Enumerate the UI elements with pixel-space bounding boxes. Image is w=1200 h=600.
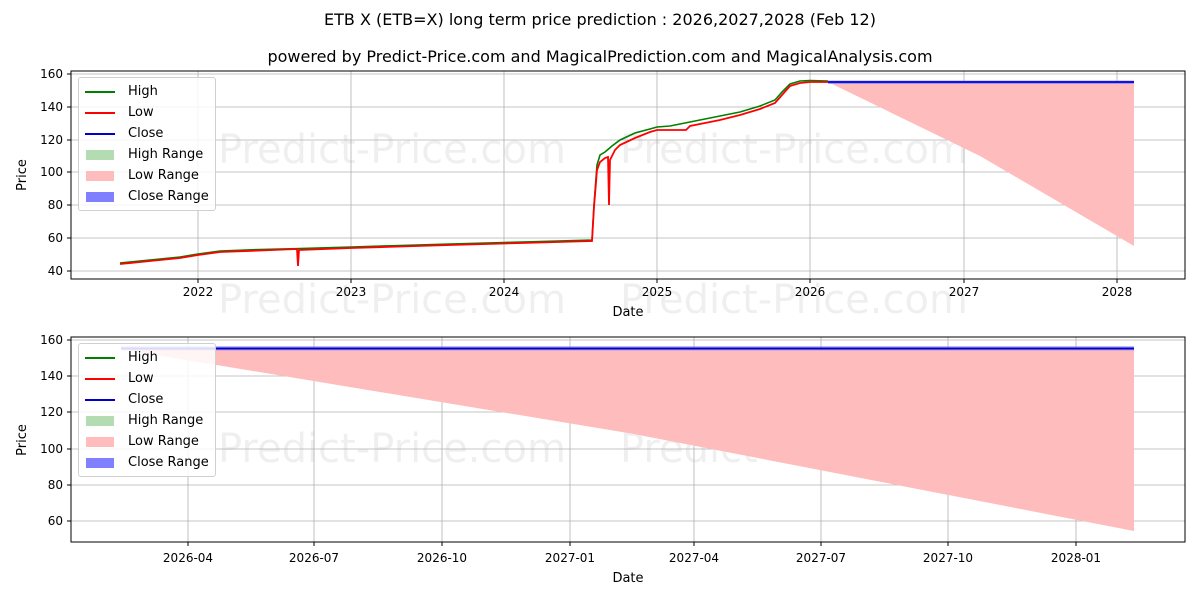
chart-title: ETB X (ETB=X) long term price prediction… <box>324 10 876 29</box>
low-line-swatch-icon <box>85 111 115 114</box>
low-range-area <box>828 82 1134 246</box>
watermark: Predict-Price.com <box>620 277 968 323</box>
legend-item-close: Close <box>85 389 209 410</box>
legend-label: Low <box>128 105 154 120</box>
high-line-swatch-icon <box>85 90 115 93</box>
legend-label: High Range <box>128 413 204 428</box>
legend-item-high-range: High Range <box>85 144 209 165</box>
legend-label: High <box>128 350 158 365</box>
close-range-swatch-icon <box>86 457 114 468</box>
x-tick-label: 2028-01 <box>1051 551 1101 565</box>
y-tick-label: 100 <box>40 442 63 456</box>
y-tick-label: 60 <box>48 514 63 528</box>
low-range-swatch-icon <box>86 170 114 181</box>
y-tick-label: 100 <box>40 165 63 179</box>
legend-item-high: High <box>85 347 209 368</box>
legend-item-close-range: Close Range <box>85 452 209 473</box>
y-axis-label: Price <box>15 159 30 191</box>
bottom-chart: Predict-Price.com Predict-Price.com <box>15 333 1186 586</box>
y-tick-label: 120 <box>40 133 63 147</box>
high-range-swatch-icon <box>86 415 114 426</box>
legend-item-low: Low <box>85 102 209 123</box>
y-tick-label: 40 <box>48 264 63 278</box>
close-range-swatch-icon <box>86 191 114 202</box>
low-range-swatch-icon <box>86 436 114 447</box>
legend-label: Close Range <box>128 455 209 470</box>
top-legend: High Low Close High Range Low Range Clos… <box>78 77 216 211</box>
watermark: Predict-Price.com <box>218 127 566 173</box>
x-tick-label: 2028 <box>1102 285 1133 299</box>
x-tick-label: 2027-07 <box>796 551 846 565</box>
bottom-legend: High Low Close High Range Low Range Clos… <box>78 343 216 477</box>
y-tick-label: 160 <box>40 67 63 81</box>
x-tick-label: 2026-10 <box>417 551 467 565</box>
y-axis-label: Price <box>15 424 30 456</box>
x-tick-label: 2026-07 <box>289 551 339 565</box>
low-range-area <box>120 349 1134 531</box>
x-tick-label: 2025 <box>642 285 673 299</box>
x-axis-label: Date <box>612 571 643 586</box>
legend-item-low-range: Low Range <box>85 431 209 452</box>
y-tick-label: 60 <box>48 231 63 245</box>
legend-item-low-range: Low Range <box>85 165 209 186</box>
x-tick-label: 2027-04 <box>669 551 719 565</box>
bottom-axes-frame <box>70 336 1186 543</box>
legend-item-close: Close <box>85 123 209 144</box>
x-tick-label: 2027-10 <box>923 551 973 565</box>
x-tick-label: 2026-04 <box>163 551 213 565</box>
y-tick-label: 160 <box>40 333 63 347</box>
y-tick-label: 140 <box>40 369 63 383</box>
top-chart: Predict-Price.com Predict-Price.com Pred… <box>15 67 1186 323</box>
legend-item-close-range: Close Range <box>85 186 209 207</box>
x-tick-label: 2027-01 <box>545 551 595 565</box>
legend-item-low: Low <box>85 368 209 389</box>
low-line-swatch-icon <box>85 377 115 380</box>
x-tick-label: 2027 <box>949 285 980 299</box>
legend-label: Close <box>128 392 164 407</box>
top-axes-frame <box>70 70 1186 280</box>
legend-label: Close Range <box>128 189 209 204</box>
low-line <box>119 81 828 267</box>
legend-item-high: High <box>85 81 209 102</box>
legend-label: Low <box>128 371 154 386</box>
high-range-swatch-icon <box>86 149 114 160</box>
legend-label: Low Range <box>128 168 199 183</box>
watermark: Predict-Price.com <box>218 277 566 323</box>
close-line-swatch-icon <box>85 132 115 135</box>
legend-label: Low Range <box>128 434 199 449</box>
watermark: Predict-Price.com <box>620 127 968 173</box>
y-tick-label: 80 <box>48 198 63 212</box>
x-tick-label: 2022 <box>183 285 214 299</box>
chart-subtitle: powered by Predict-Price.com and Magical… <box>267 47 933 66</box>
y-tick-label: 120 <box>40 405 63 419</box>
high-line-swatch-icon <box>85 356 115 359</box>
x-tick-label: 2023 <box>336 285 367 299</box>
y-tick-label: 140 <box>40 100 63 114</box>
legend-label: High Range <box>128 147 204 162</box>
legend-item-high-range: High Range <box>85 410 209 431</box>
x-tick-label: 2026 <box>795 285 826 299</box>
legend-label: High <box>128 84 158 99</box>
close-line-swatch-icon <box>85 398 115 401</box>
legend-label: Close <box>128 126 164 141</box>
y-tick-label: 80 <box>48 478 63 492</box>
x-tick-label: 2024 <box>489 285 520 299</box>
x-axis-label: Date <box>612 305 643 320</box>
